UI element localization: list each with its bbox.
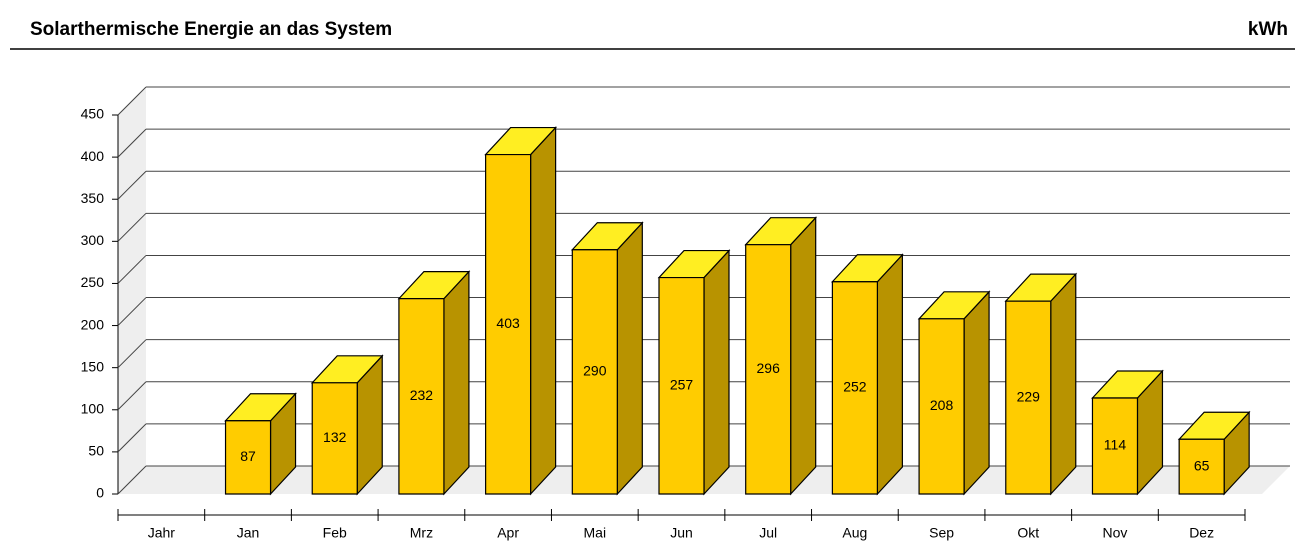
value-label: 114	[1104, 437, 1127, 453]
chart-title: Solarthermische Energie an das System	[30, 19, 392, 40]
y-tick-label: 400	[81, 148, 105, 164]
unit-label: kWh	[1248, 19, 1288, 40]
y-tick-label: 200	[81, 316, 105, 332]
bar	[1004, 272, 1078, 496]
x-tick-label: Dez	[1189, 525, 1214, 541]
grid-line	[117, 465, 147, 495]
bar-front	[658, 276, 705, 495]
y-tick-label: 350	[81, 190, 105, 206]
grid-line	[117, 423, 147, 453]
bar-side	[443, 270, 470, 496]
bar	[1177, 410, 1251, 496]
bar	[744, 216, 818, 496]
grid-line	[117, 381, 147, 411]
y-tick-label: 50	[88, 443, 104, 459]
bar	[831, 253, 904, 496]
bar-front	[311, 382, 358, 495]
grid-line	[117, 255, 147, 284]
value-label: 132	[323, 429, 347, 445]
bar-side	[530, 126, 557, 496]
x-tick-label: Jun	[670, 525, 693, 541]
x-tick-label: Jul	[759, 525, 777, 541]
bar-front	[1005, 300, 1052, 495]
x-tick-label: Sep	[929, 525, 954, 541]
bar-front	[1091, 397, 1139, 495]
bar-side	[616, 221, 643, 496]
bar-front	[918, 318, 965, 495]
grid-line	[117, 339, 147, 369]
bar-side	[876, 253, 903, 496]
bar	[917, 290, 991, 496]
value-label: 296	[757, 360, 781, 376]
x-tick-label: Nov	[1103, 525, 1128, 541]
y-tick-label: 150	[81, 358, 105, 374]
value-label: 229	[1017, 388, 1041, 404]
x-tick-label: Mai	[584, 525, 607, 541]
x-tick-label: Feb	[323, 525, 347, 541]
x-tick-label: Jan	[237, 525, 260, 541]
bar-side	[703, 249, 730, 496]
bar-front	[224, 420, 272, 495]
bar-front	[1178, 438, 1225, 495]
bar-front	[398, 298, 445, 495]
x-tick-label: Aug	[842, 525, 867, 541]
bar-side	[790, 216, 817, 496]
value-label: 65	[1194, 457, 1210, 473]
bar	[224, 392, 297, 496]
y-tick-label: 250	[81, 274, 105, 290]
y-tick-label: 450	[81, 106, 105, 122]
grid-line	[117, 86, 147, 116]
value-label: 232	[410, 387, 434, 403]
bar-front	[485, 153, 532, 495]
grid-line	[117, 170, 147, 200]
bar	[310, 354, 384, 496]
bar-front	[745, 244, 792, 495]
value-label: 87	[240, 448, 256, 464]
bar-side	[1050, 272, 1077, 496]
value-label: 257	[670, 376, 694, 392]
bar	[1091, 369, 1164, 496]
value-label: 208	[930, 397, 954, 413]
bar-side	[963, 290, 990, 496]
bar	[570, 221, 644, 496]
grid-line	[117, 297, 147, 326]
bar	[484, 126, 557, 496]
x-tick-label: Okt	[1017, 525, 1039, 541]
x-tick-label: Apr	[497, 525, 519, 541]
y-tick-label: 100	[81, 400, 105, 416]
back-wall	[118, 88, 146, 494]
x-tick-label: Jahr	[148, 525, 176, 541]
value-label: 290	[583, 363, 607, 379]
bar	[657, 249, 731, 496]
x-tick-label: Mrz	[410, 525, 433, 541]
bar-front	[571, 249, 618, 495]
bar-front	[831, 281, 878, 495]
bar	[397, 270, 471, 496]
value-label: 403	[496, 315, 520, 331]
value-label: 252	[843, 379, 867, 395]
y-tick-label: 0	[96, 485, 104, 501]
grid-line	[117, 212, 147, 242]
grid-line	[117, 128, 147, 158]
y-tick-label: 300	[81, 232, 105, 248]
